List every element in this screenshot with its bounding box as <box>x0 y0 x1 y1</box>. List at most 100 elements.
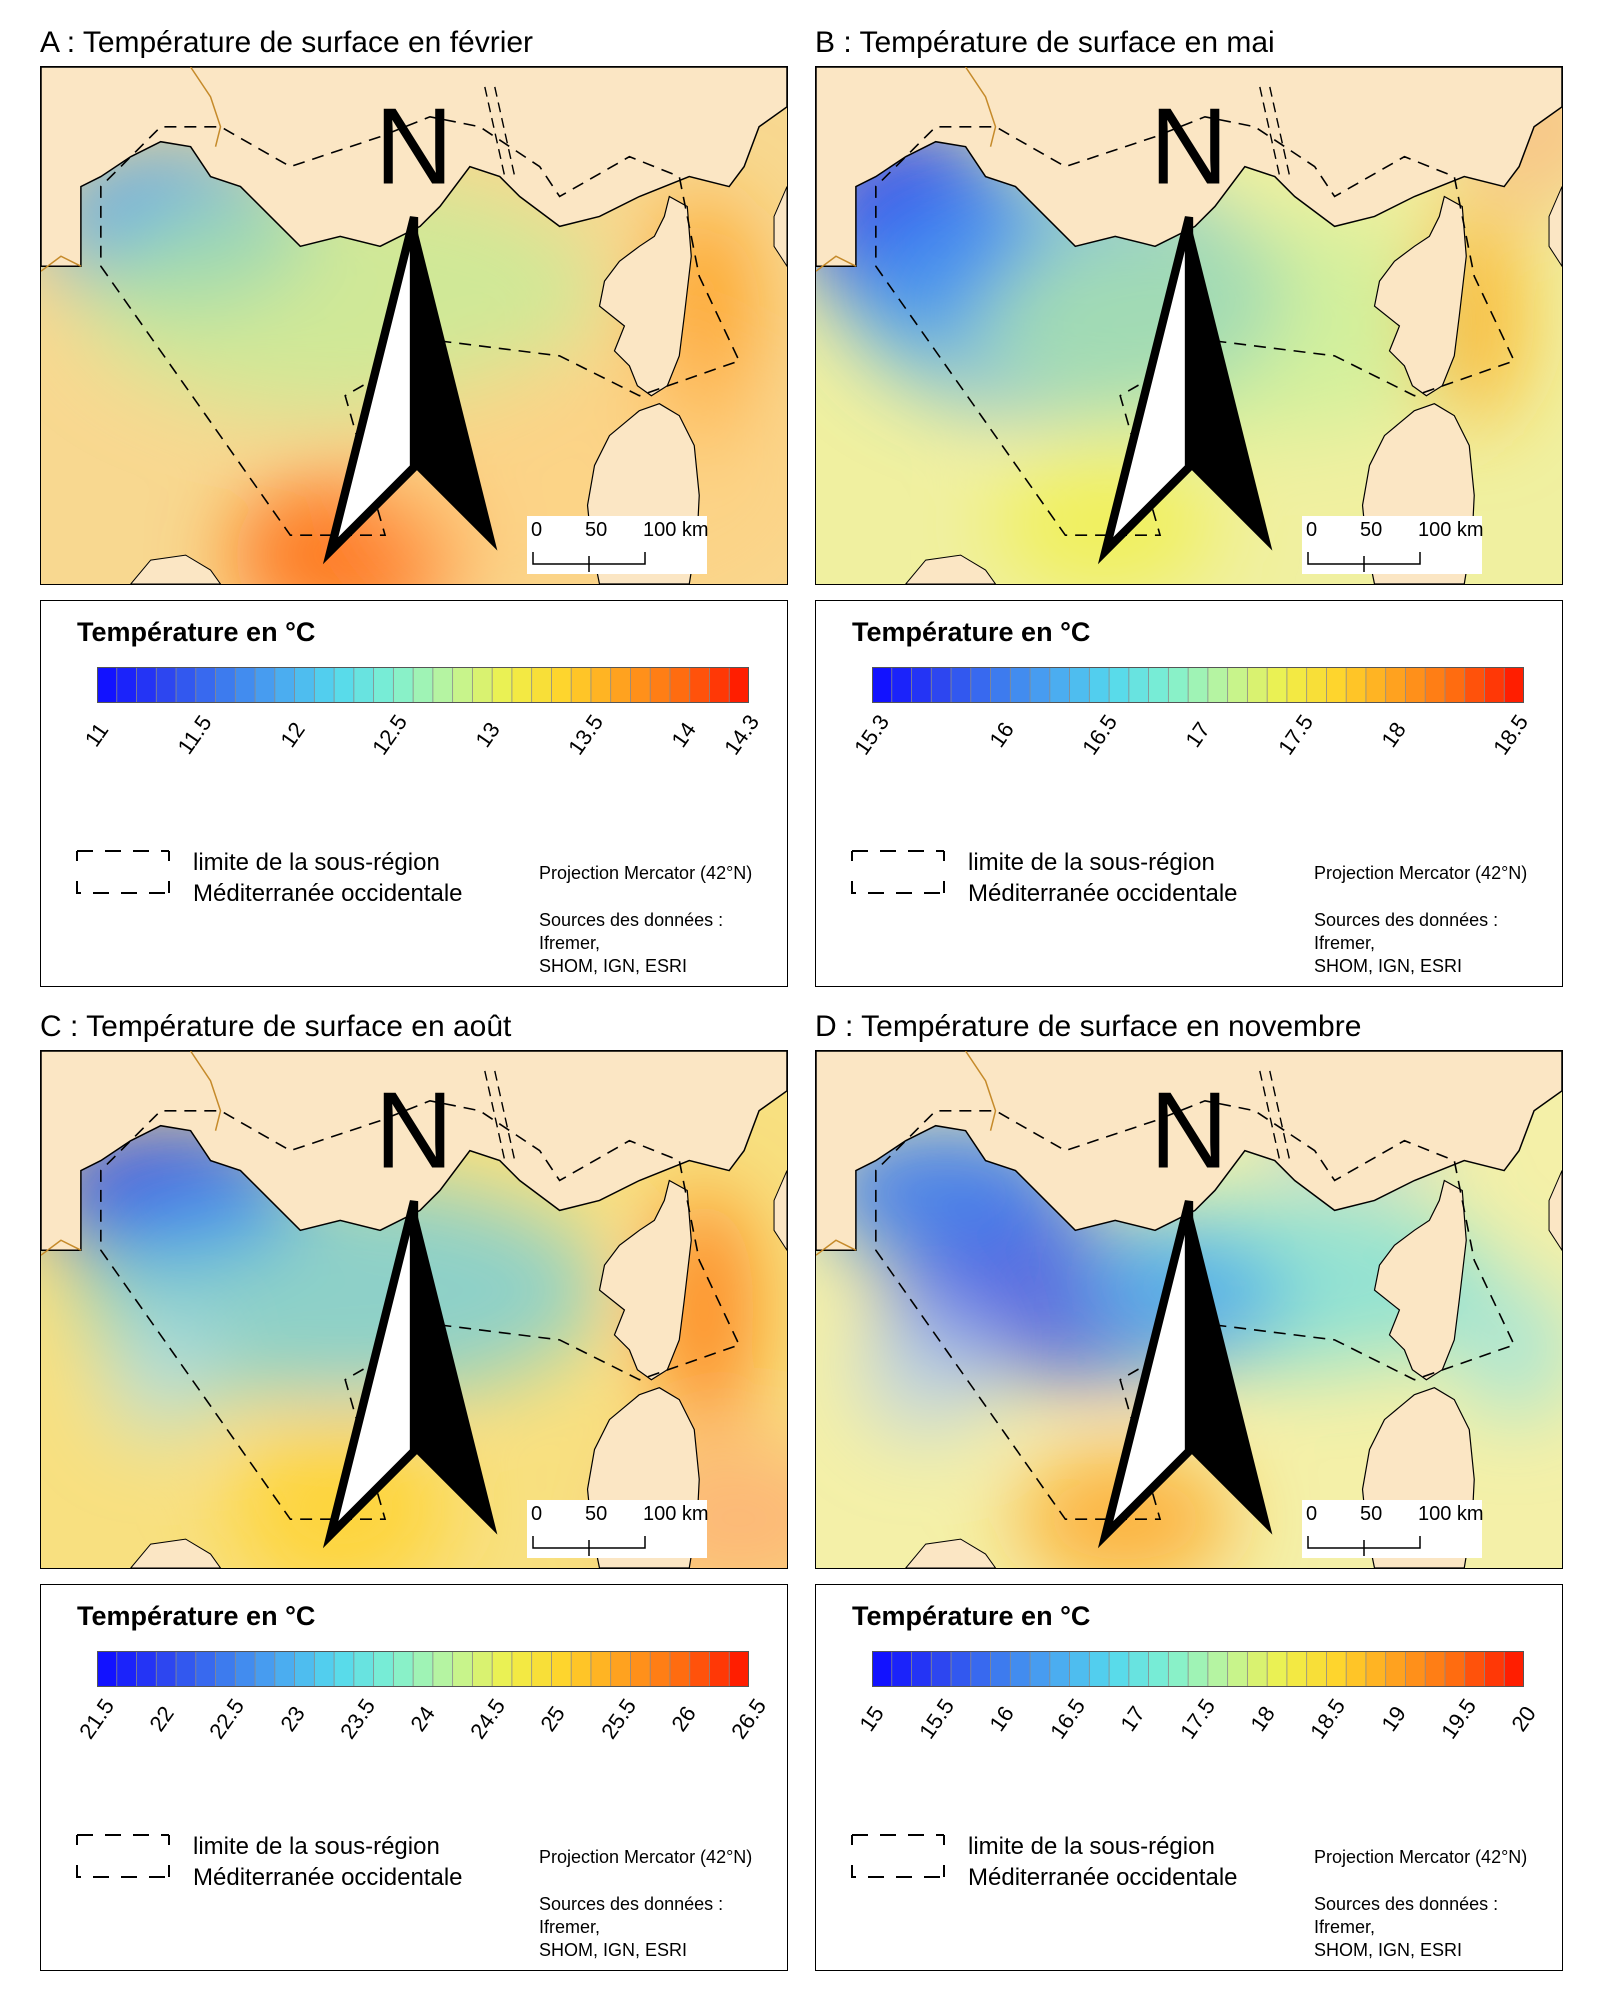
color-ramp-step <box>116 667 138 703</box>
balearic-coast <box>130 554 222 584</box>
boundary-symbol <box>76 1834 170 1878</box>
tick-label: 25 <box>535 1701 571 1736</box>
color-ramp <box>872 667 1524 703</box>
data-sources-line: Ifremer, <box>539 1917 601 1937</box>
color-ramp-step <box>950 667 972 703</box>
color-ramp-step <box>511 667 533 703</box>
color-ramp-step <box>294 1651 316 1687</box>
color-ramp-step <box>1385 667 1407 703</box>
color-ramp-step <box>1088 1651 1110 1687</box>
tick-label: 18.5 <box>1488 710 1534 760</box>
scale-bar-label: 0 <box>1306 519 1318 541</box>
color-ramp-step <box>1365 667 1387 703</box>
tick-label: 11 <box>79 718 114 752</box>
map-panel-a: N 0 50 100 km <box>40 66 788 585</box>
boundary-legend-label: limite de la sous-région Méditerranée occ… <box>193 1831 463 1893</box>
projection-note: Projection Mercator (42°N) <box>1314 863 1528 883</box>
color-ramp-step <box>669 667 691 703</box>
color-ramp-step <box>1326 1651 1348 1687</box>
color-ramp-step <box>709 667 731 703</box>
color-ramp-step <box>911 1651 933 1687</box>
boundary-legend-line-1: limite de la sous-région <box>193 849 440 876</box>
national-border <box>816 67 997 272</box>
panel-d-title: D : Température de surface en novembre <box>815 1010 1362 1043</box>
color-ramp-step <box>689 667 711 703</box>
color-ramp-step <box>491 667 513 703</box>
italy-coast <box>1548 1170 1562 1252</box>
color-ramp-step <box>531 667 553 703</box>
tick-label: 11.5 <box>172 710 217 759</box>
boundary-symbol <box>851 1834 945 1878</box>
color-ramp-step <box>1049 1651 1071 1687</box>
scale-bar-label: 50 <box>585 519 608 541</box>
tick-label: 25.5 <box>595 1694 641 1744</box>
color-ramp-step <box>1029 1651 1051 1687</box>
mainland-coast <box>41 1051 787 1251</box>
color-ramp-step <box>1345 1651 1367 1687</box>
panel-a-title: A : Température de surface en février <box>40 26 534 59</box>
panel-b-title: B : Température de surface en mai <box>815 26 1275 59</box>
scale-bar: 0 50 100 km <box>1302 1500 1484 1558</box>
temperature-zone <box>80 1180 600 1400</box>
color-ramp-step <box>215 1651 237 1687</box>
color-ramp-step <box>590 667 612 703</box>
color-ramp-step <box>195 667 217 703</box>
scale-bar-label: 100 km <box>643 1503 709 1525</box>
color-ramp-step <box>333 1651 355 1687</box>
data-sources-line: SHOM, IGN, ESRI <box>539 1940 688 1960</box>
data-sources-line: Sources des données : <box>1314 1894 1499 1914</box>
national-border <box>41 1051 222 1256</box>
north-label: N <box>375 86 453 207</box>
map-panel-b: N 0 50 100 km <box>815 66 1563 585</box>
tick-label: 17.5 <box>1272 710 1318 760</box>
color-ramp-step <box>610 667 632 703</box>
color-ramp-step <box>254 667 276 703</box>
dashed-line-sample <box>851 850 945 894</box>
mainland-coast <box>816 1051 1562 1251</box>
scale-bar: 0 50 100 km <box>1302 516 1484 574</box>
italy-coast <box>773 186 787 268</box>
color-ramp-step <box>1167 667 1190 703</box>
tick-label: 17 <box>1115 1701 1150 1736</box>
tick-label: 19.5 <box>1435 1694 1481 1744</box>
boundary-legend-line-1: limite de la sous-région <box>968 1833 1215 1860</box>
color-ramp-step <box>1503 667 1524 703</box>
color-ramp-step <box>452 667 474 703</box>
color-ramp-step <box>970 667 992 703</box>
national-border <box>41 67 222 272</box>
color-ramp-step <box>570 1651 592 1687</box>
boundary-symbol <box>76 850 170 894</box>
tick-label: 13 <box>470 717 506 752</box>
color-ramp-step <box>155 667 177 703</box>
projection-note: Projection Mercator (42°N) <box>1314 1847 1528 1867</box>
scale-bar-label: 0 <box>1306 1503 1318 1525</box>
color-ramp-step <box>728 1651 749 1687</box>
color-ramp-step <box>175 1651 197 1687</box>
corsica-island <box>598 1179 692 1381</box>
projection-note: Projection Mercator (42°N) <box>539 863 753 883</box>
boundary-legend-label: limite de la sous-région Méditerranée occ… <box>968 847 1238 909</box>
color-ramp-step <box>175 667 197 703</box>
color-ramp-step <box>254 1651 276 1687</box>
color-ramp-step <box>136 1651 158 1687</box>
color-ramp-step <box>313 1651 335 1687</box>
data-sources-line: Sources des données : <box>539 1894 724 1914</box>
color-ramp-step <box>432 1651 454 1687</box>
temperature-zone <box>80 176 600 416</box>
color-ramp-step <box>649 667 671 703</box>
temperature-zone <box>855 1300 996 1440</box>
color-ramp-step <box>1108 1651 1130 1687</box>
north-label: N <box>1150 86 1228 207</box>
tick-label: 16.5 <box>1044 1694 1090 1744</box>
color-ramp-step <box>1069 1651 1091 1687</box>
color-ramp-step <box>97 1651 118 1687</box>
color-ramp-step <box>234 1651 256 1687</box>
data-sources-line: SHOM, IGN, ESRI <box>1314 956 1463 976</box>
color-ramp-step <box>1286 1651 1308 1687</box>
color-ramp-step <box>930 667 952 703</box>
north-label: N <box>1150 1070 1228 1191</box>
corsica-island <box>1373 195 1467 397</box>
color-ramp-step <box>1207 1651 1229 1687</box>
color-ramp-step <box>234 667 256 703</box>
scale-bar-label: 0 <box>531 1503 543 1525</box>
